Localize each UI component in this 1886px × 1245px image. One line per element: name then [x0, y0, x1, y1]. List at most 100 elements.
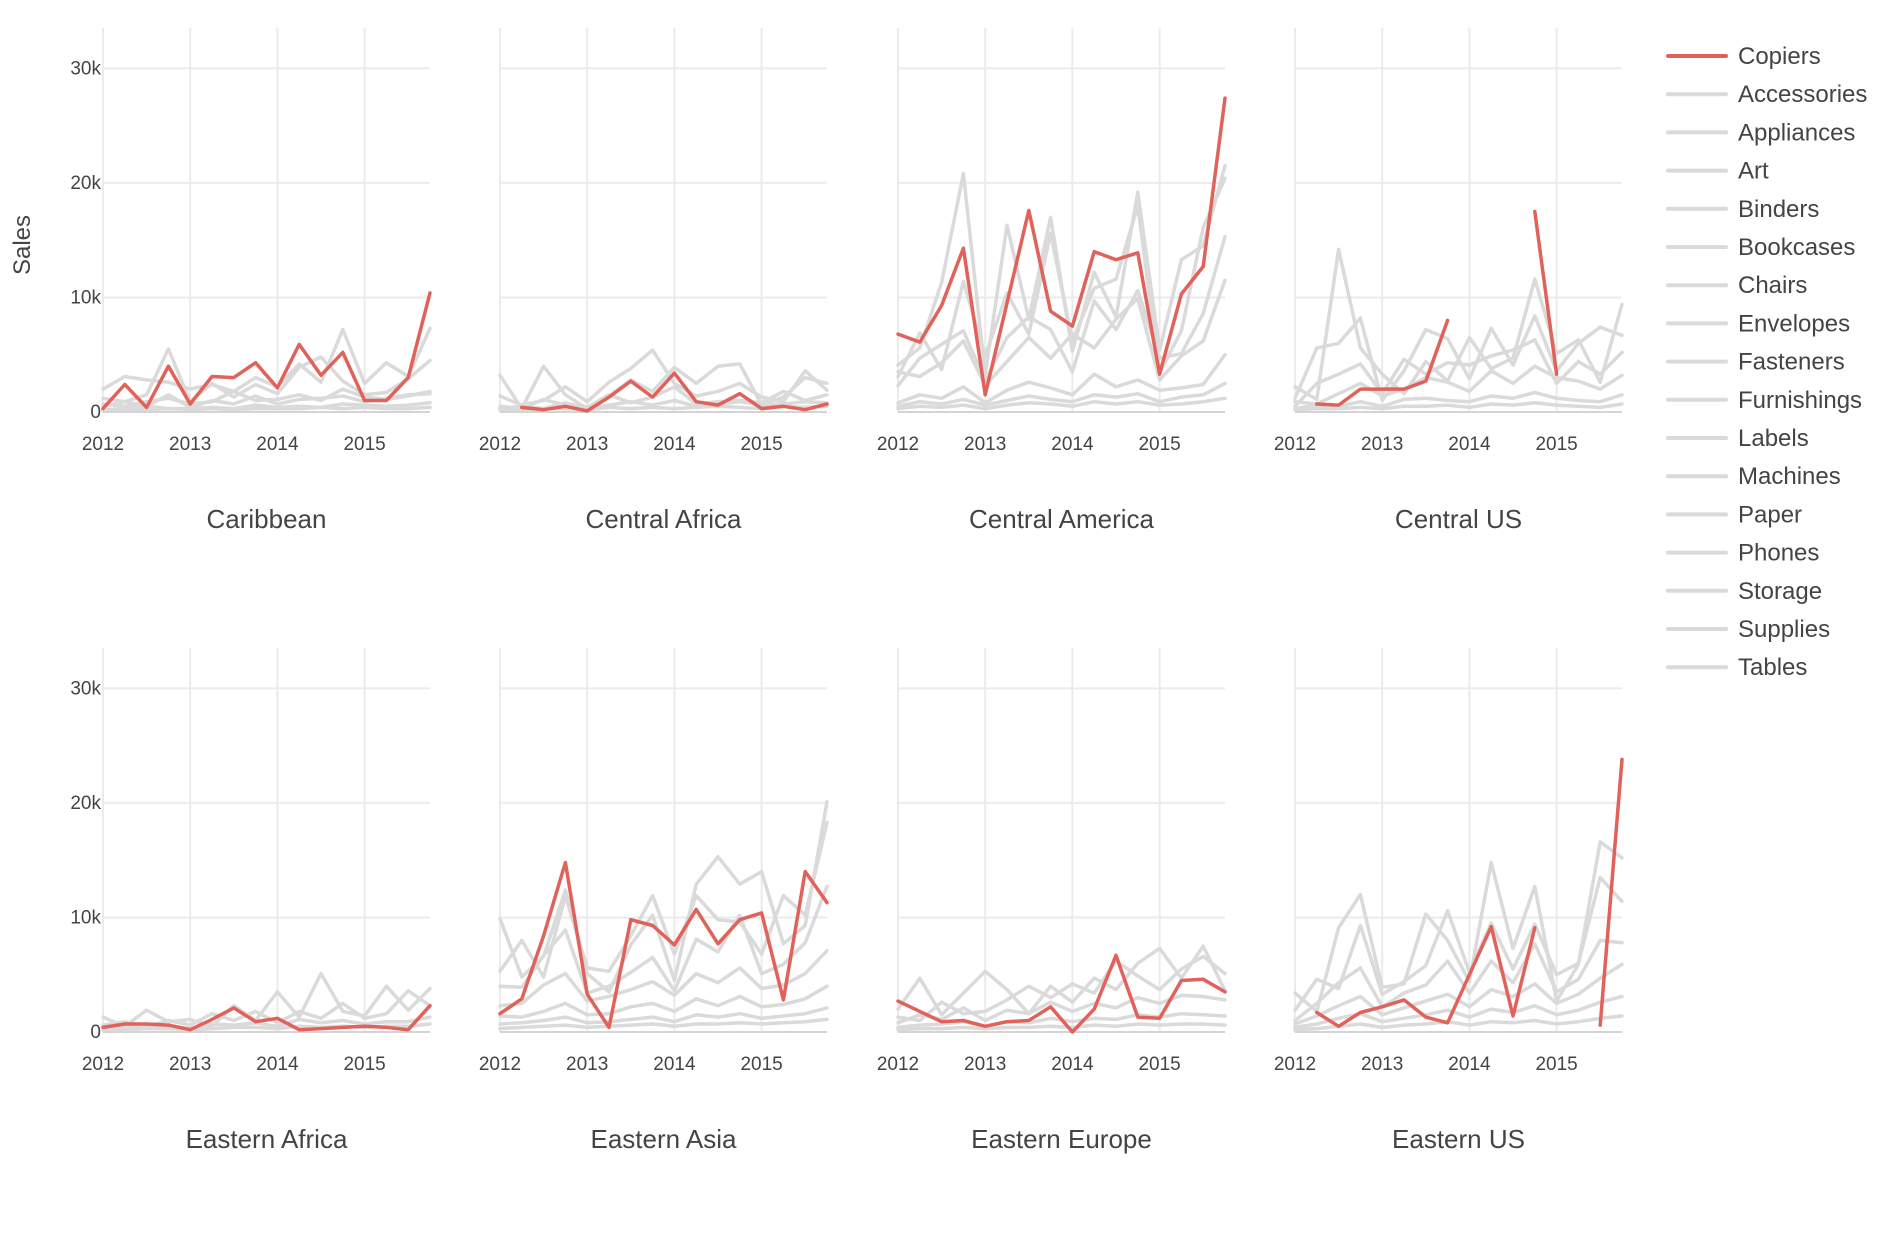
y-tick-label: 0 [90, 1022, 101, 1043]
x-tick-label: 2012 [82, 1054, 124, 1075]
series-line-copiers [101, 1003, 432, 1032]
x-tick-label: 2013 [964, 1054, 1006, 1075]
legend-label: Copiers [1738, 43, 1821, 70]
series-line-other [896, 944, 1227, 1017]
legend-label: Bookcases [1738, 234, 1855, 261]
legend-label: Tables [1738, 654, 1807, 681]
series-line-other [896, 234, 1227, 388]
series-line-other [1293, 364, 1624, 406]
x-tick-label: 2015 [1535, 1054, 1577, 1075]
series-line-copiers [520, 371, 829, 413]
y-tick-label: 20k [70, 793, 101, 814]
panel-title: Central Africa [585, 504, 742, 534]
series-line-other [1293, 840, 1624, 1014]
legend-label: Chairs [1738, 272, 1807, 299]
series-line-other [1293, 401, 1624, 412]
series-line-other [1293, 1014, 1624, 1032]
x-tick-label: 2012 [1274, 1054, 1316, 1075]
x-tick-label: 2013 [566, 1054, 608, 1075]
x-tick-label: 2015 [1535, 434, 1577, 455]
series-line-other [101, 326, 432, 394]
series-line-other [896, 1022, 1227, 1032]
legend-label: Art [1738, 158, 1769, 185]
series-line-other [498, 948, 829, 1008]
series-line-other [896, 176, 1227, 379]
legend-label: Machines [1738, 463, 1841, 490]
legend-label: Storage [1738, 578, 1822, 605]
series-line-other [1293, 390, 1624, 411]
series-line-other [1293, 314, 1624, 403]
series-line-other [498, 398, 829, 411]
series-line-other [896, 278, 1227, 388]
series-line-other [101, 971, 432, 1029]
x-tick-label: 2013 [1361, 1054, 1403, 1075]
x-tick-label: 2015 [343, 434, 385, 455]
x-tick-label: 2015 [1138, 434, 1180, 455]
series-line-other [101, 405, 432, 413]
panel-title: Central US [1395, 504, 1522, 534]
x-tick-label: 2012 [1274, 434, 1316, 455]
series-line-other [1293, 875, 1624, 1012]
legend-label: Paper [1738, 501, 1802, 528]
x-tick-label: 2014 [1448, 1054, 1491, 1075]
x-tick-label: 2013 [1361, 434, 1403, 455]
x-tick-label: 2014 [256, 434, 299, 455]
x-tick-label: 2015 [740, 434, 782, 455]
panel-title: Central America [969, 504, 1154, 534]
x-tick-label: 2012 [877, 1054, 919, 1075]
series-line-copiers [101, 291, 432, 411]
panel-title: Eastern Africa [186, 1124, 348, 1154]
legend-label: Fasteners [1738, 349, 1845, 376]
y-tick-label: 0 [90, 402, 101, 423]
series-line-other [1293, 994, 1624, 1030]
series-line-other [498, 820, 829, 979]
legend-label: Envelopes [1738, 310, 1850, 337]
x-tick-label: 2013 [169, 1054, 211, 1075]
series-line-other [498, 385, 829, 411]
x-tick-label: 2014 [1448, 434, 1491, 455]
series-line-other [896, 396, 1227, 411]
legend-label: Binders [1738, 196, 1819, 223]
x-tick-label: 2014 [653, 434, 696, 455]
y-axis-label: Sales [9, 215, 36, 275]
y-tick-label: 10k [70, 907, 101, 928]
y-tick-label: 30k [70, 678, 101, 699]
legend-label: Accessories [1738, 81, 1867, 108]
y-tick-label: 30k [70, 58, 101, 79]
x-tick-label: 2013 [169, 434, 211, 455]
legend-label: Appliances [1738, 119, 1855, 146]
series-line-other [896, 381, 1227, 409]
series-line-other [498, 984, 829, 1019]
series-line-copiers [896, 96, 1227, 397]
panel-title: Eastern US [1392, 1124, 1525, 1154]
legend-label: Phones [1738, 540, 1819, 567]
series-line-other [498, 348, 829, 407]
x-tick-label: 2012 [82, 434, 124, 455]
x-tick-label: 2015 [343, 1054, 385, 1075]
x-tick-label: 2014 [256, 1054, 299, 1075]
x-tick-label: 2012 [479, 434, 521, 455]
x-tick-label: 2014 [1051, 1054, 1094, 1075]
x-tick-label: 2014 [1051, 434, 1094, 455]
series-line-other [896, 352, 1227, 405]
series-line-other [101, 347, 432, 404]
series-line-copiers [1315, 757, 1624, 1029]
series-line-other [896, 954, 1227, 1023]
series-line-other [1293, 938, 1624, 1023]
x-tick-label: 2012 [479, 1054, 521, 1075]
series-line-copiers [498, 860, 829, 1030]
series-line-other [1293, 247, 1624, 402]
series-line-other [1293, 338, 1624, 409]
y-tick-label: 20k [70, 173, 101, 194]
panel-title: Caribbean [207, 504, 327, 534]
x-tick-label: 2013 [964, 434, 1006, 455]
x-tick-label: 2015 [740, 1054, 782, 1075]
series-line-other [498, 1006, 829, 1026]
x-tick-label: 2014 [653, 1054, 696, 1075]
series-line-other [498, 1017, 829, 1031]
x-tick-label: 2012 [877, 434, 919, 455]
panel-title: Eastern Europe [971, 1124, 1152, 1154]
legend-label: Supplies [1738, 616, 1830, 643]
